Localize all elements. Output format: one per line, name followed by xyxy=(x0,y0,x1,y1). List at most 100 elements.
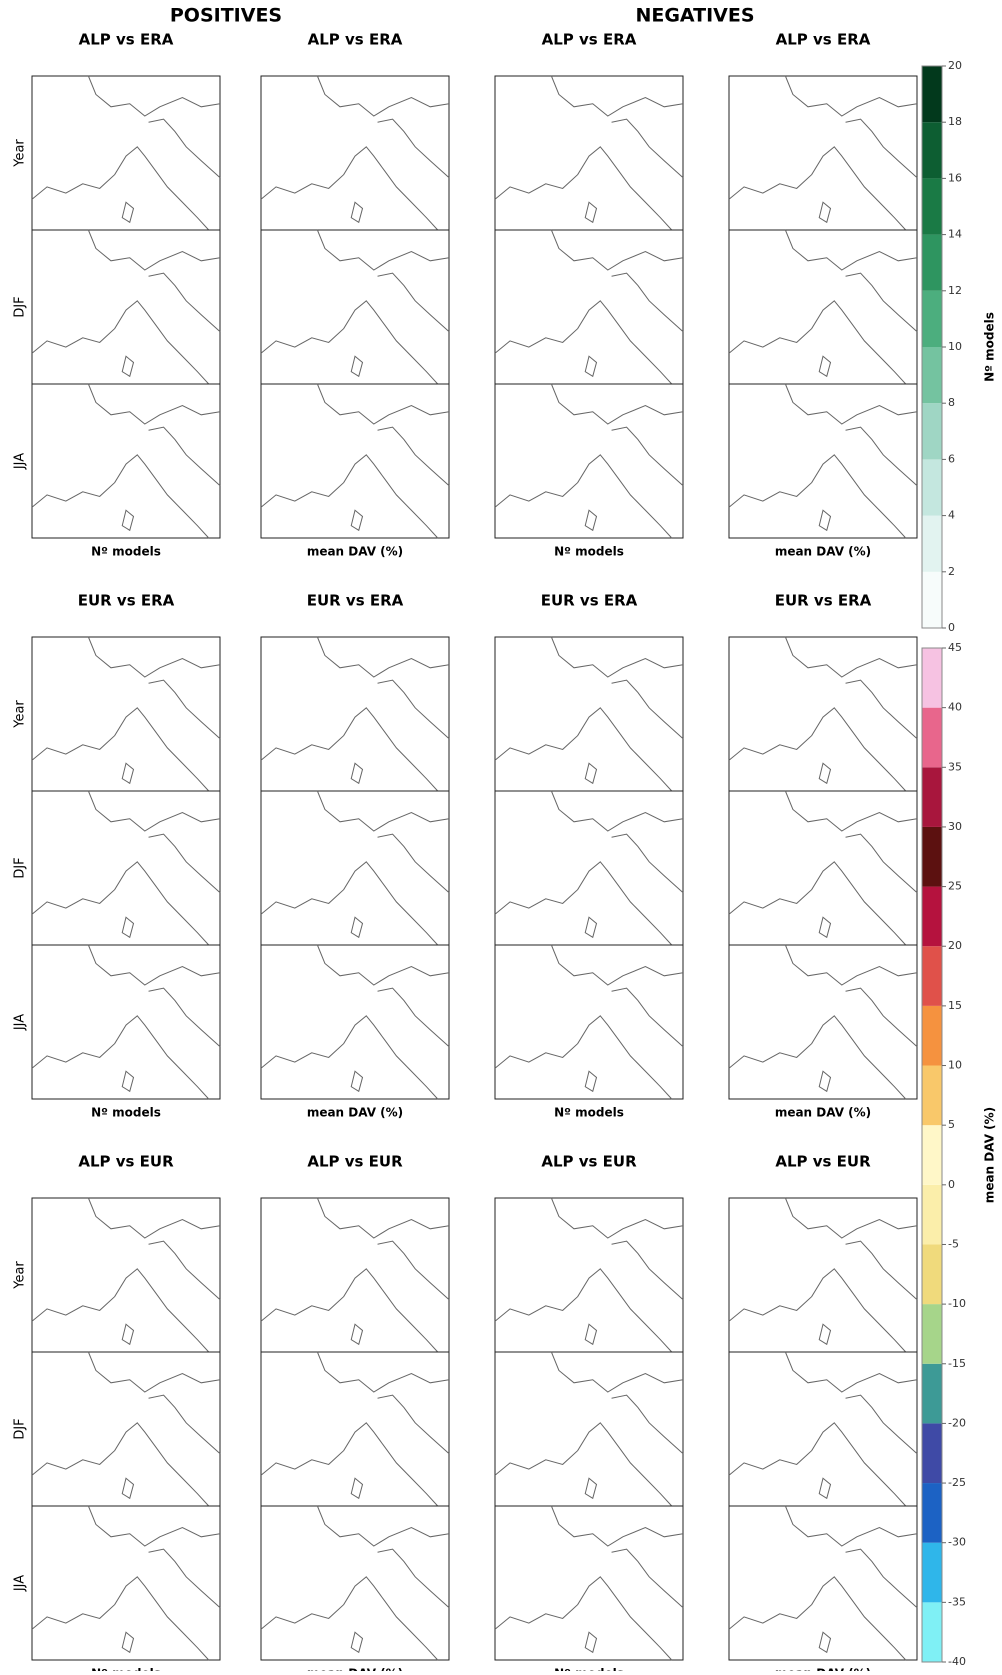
map-panel xyxy=(32,1352,220,1506)
map-panel xyxy=(261,76,449,230)
colorbar-tick-label: 16 xyxy=(948,171,962,184)
panel-frame xyxy=(260,944,450,1100)
panel-footer: mean DAV (%) xyxy=(775,545,871,559)
coastline xyxy=(32,76,220,230)
map-panel xyxy=(495,230,683,384)
colorbar-tick-label: 15 xyxy=(948,999,962,1012)
coastline xyxy=(495,1198,683,1352)
map-panel xyxy=(729,1198,917,1352)
panel-frame xyxy=(494,944,684,1100)
colorbar-bin xyxy=(922,1005,942,1066)
colorbar-tick-label: 2 xyxy=(948,565,955,578)
panel-frame xyxy=(728,944,918,1100)
panel-title: EUR vs ERA xyxy=(775,592,872,610)
coastline xyxy=(495,637,683,791)
panel-frame xyxy=(260,1197,450,1353)
map-panel xyxy=(495,791,683,945)
colorbar-bin xyxy=(922,459,942,516)
panel-footer: mean DAV (%) xyxy=(307,545,403,559)
colorbar-bin xyxy=(922,515,942,572)
coastline xyxy=(729,1506,917,1660)
coastline xyxy=(32,1198,220,1352)
panel-footer: Nº models xyxy=(554,1667,624,1672)
map-panel xyxy=(32,76,220,230)
colorbar-bin xyxy=(922,1304,942,1364)
colorbar-tick-label: -10 xyxy=(948,1297,966,1310)
colorbar-bin xyxy=(922,1363,942,1424)
colorbar-bin xyxy=(922,1125,942,1185)
map-panel xyxy=(32,1198,220,1352)
panel-frame xyxy=(260,636,450,792)
colorbar-tick-label: -25 xyxy=(948,1476,966,1489)
colorbar-tick-label: 25 xyxy=(948,880,962,893)
map-panel xyxy=(261,945,449,1099)
map-panel xyxy=(261,791,449,945)
colorbar-tick-label: 20 xyxy=(948,59,962,72)
row-label: Year xyxy=(13,700,28,729)
map-panel xyxy=(32,384,220,538)
panel-footer: Nº models xyxy=(91,545,161,559)
coastline xyxy=(729,945,917,1099)
coastline xyxy=(261,1198,449,1352)
row-label: DJF xyxy=(13,296,28,317)
colorbar-bin xyxy=(922,1423,942,1484)
colorbar-bin xyxy=(922,290,942,347)
map-panel xyxy=(729,637,917,791)
map-panel xyxy=(32,1506,220,1660)
map-panel xyxy=(495,945,683,1099)
panel-title: ALP vs ERA xyxy=(308,31,403,49)
panel-frame xyxy=(728,1505,918,1661)
colorbar-tick-label: 4 xyxy=(948,509,955,522)
map-panel xyxy=(495,1506,683,1660)
panel-frame xyxy=(494,1197,684,1353)
colorbar-bin xyxy=(922,347,942,404)
coastline xyxy=(32,637,220,791)
map-panel xyxy=(261,1198,449,1352)
map-panel xyxy=(495,1352,683,1506)
colorbar-tick-label: 20 xyxy=(948,939,962,952)
colorbar-bin xyxy=(922,178,942,235)
panel-frame xyxy=(728,383,918,539)
panel-title: ALP vs EUR xyxy=(307,1153,403,1171)
map-panel xyxy=(261,1506,449,1660)
map-panel xyxy=(495,1198,683,1352)
colorbar-tick-label: 6 xyxy=(948,452,955,465)
panel-frame xyxy=(31,229,221,385)
panel-footer: Nº models xyxy=(91,1106,161,1120)
colorbar-tick-label: -20 xyxy=(948,1416,966,1429)
panel-title: ALP vs ERA xyxy=(79,31,174,49)
coastline xyxy=(32,230,220,384)
map-panel xyxy=(729,1352,917,1506)
panel-frame xyxy=(494,1351,684,1507)
coastline xyxy=(32,1352,220,1506)
panel-title: ALP vs EUR xyxy=(78,1153,174,1171)
coastline xyxy=(261,637,449,791)
colorbar-bin xyxy=(922,946,942,1006)
coastline xyxy=(729,1198,917,1352)
panel-frame xyxy=(260,790,450,946)
panel-frame xyxy=(494,1505,684,1661)
colorbar-tick-label: 10 xyxy=(948,1059,962,1072)
row-label: DJF xyxy=(13,857,28,878)
map-panel xyxy=(261,230,449,384)
row-label: JJA xyxy=(13,1014,28,1031)
panel-frame xyxy=(31,1197,221,1353)
panel-frame xyxy=(31,944,221,1100)
panel-frame xyxy=(494,383,684,539)
coastline xyxy=(261,76,449,230)
colorbar-label: mean DAV (%) xyxy=(983,1107,997,1203)
colorbar-tick-label: -5 xyxy=(948,1237,959,1250)
header: POSITIVES xyxy=(170,5,282,27)
colorbar-bin xyxy=(922,1244,942,1305)
map-panel xyxy=(261,637,449,791)
panel-footer: Nº models xyxy=(554,545,624,559)
colorbar-bin xyxy=(922,1184,942,1245)
panel-title: ALP vs EUR xyxy=(541,1153,637,1171)
map-panel xyxy=(495,637,683,791)
colorbar-tick-label: 40 xyxy=(948,701,962,714)
panel-frame xyxy=(728,75,918,231)
coastline xyxy=(729,1352,917,1506)
panel-frame xyxy=(728,229,918,385)
row-label: Year xyxy=(13,1261,28,1290)
coastline xyxy=(495,76,683,230)
